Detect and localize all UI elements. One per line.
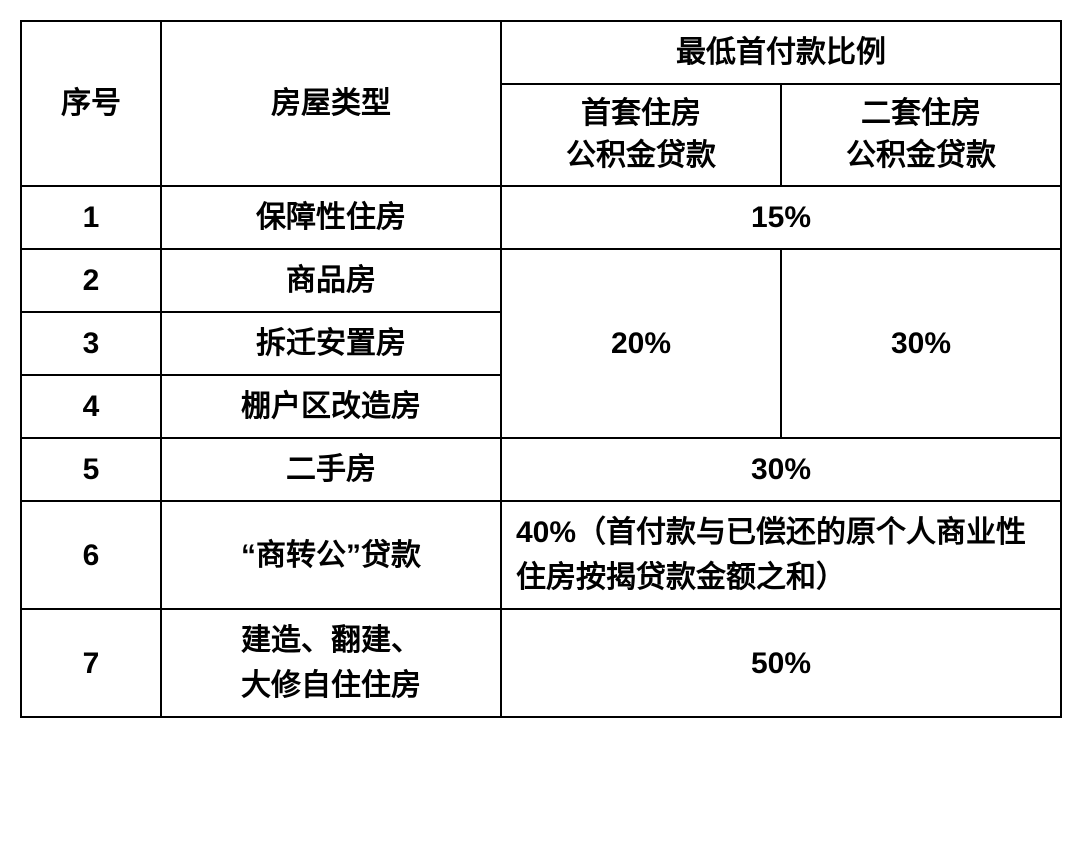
cell-rate: 30% (501, 438, 1061, 501)
cell-rate: 50% (501, 609, 1061, 717)
header-rate-first-line1: 首套住房 (581, 97, 701, 130)
header-rate-group: 最低首付款比例 (501, 21, 1061, 84)
header-seq: 序号 (21, 21, 161, 186)
header-rate-second-line1: 二套住房 (861, 97, 981, 130)
cell-seq: 2 (21, 249, 161, 312)
cell-type: 保障性住房 (161, 186, 501, 249)
cell-type-line1: 建造、翻建、 (241, 624, 421, 657)
table-row: 7 建造、翻建、 大修自住住房 50% (21, 609, 1061, 717)
cell-type: 拆迁安置房 (161, 312, 501, 375)
cell-seq: 7 (21, 609, 161, 717)
header-rate-second: 二套住房 公积金贷款 (781, 84, 1061, 186)
down-payment-table: 序号 房屋类型 最低首付款比例 首套住房 公积金贷款 二套住房 公积金贷款 1 … (20, 20, 1062, 718)
table-row: 5 二手房 30% (21, 438, 1061, 501)
header-rate-first: 首套住房 公积金贷款 (501, 84, 781, 186)
cell-type: 商品房 (161, 249, 501, 312)
cell-type-line2: 大修自住住房 (241, 669, 421, 702)
cell-rate-note: 40%（首付款与已偿还的原个人商业性住房按揭贷款金额之和） (501, 501, 1061, 609)
table-row: 6 “商转公”贷款 40%（首付款与已偿还的原个人商业性住房按揭贷款金额之和） (21, 501, 1061, 609)
cell-seq: 5 (21, 438, 161, 501)
header-type: 房屋类型 (161, 21, 501, 186)
cell-seq: 1 (21, 186, 161, 249)
cell-rate-second-merged: 30% (781, 249, 1061, 438)
table-row: 1 保障性住房 15% (21, 186, 1061, 249)
cell-type: “商转公”贷款 (161, 501, 501, 609)
cell-type: 建造、翻建、 大修自住住房 (161, 609, 501, 717)
header-rate-first-line2: 公积金贷款 (566, 139, 716, 172)
cell-seq: 4 (21, 375, 161, 438)
cell-rate-first-merged: 20% (501, 249, 781, 438)
cell-type: 棚户区改造房 (161, 375, 501, 438)
cell-seq: 6 (21, 501, 161, 609)
cell-rate: 15% (501, 186, 1061, 249)
header-rate-second-line2: 公积金贷款 (846, 139, 996, 172)
table-row: 2 商品房 20% 30% (21, 249, 1061, 312)
cell-seq: 3 (21, 312, 161, 375)
cell-type: 二手房 (161, 438, 501, 501)
header-row-1: 序号 房屋类型 最低首付款比例 (21, 21, 1061, 84)
